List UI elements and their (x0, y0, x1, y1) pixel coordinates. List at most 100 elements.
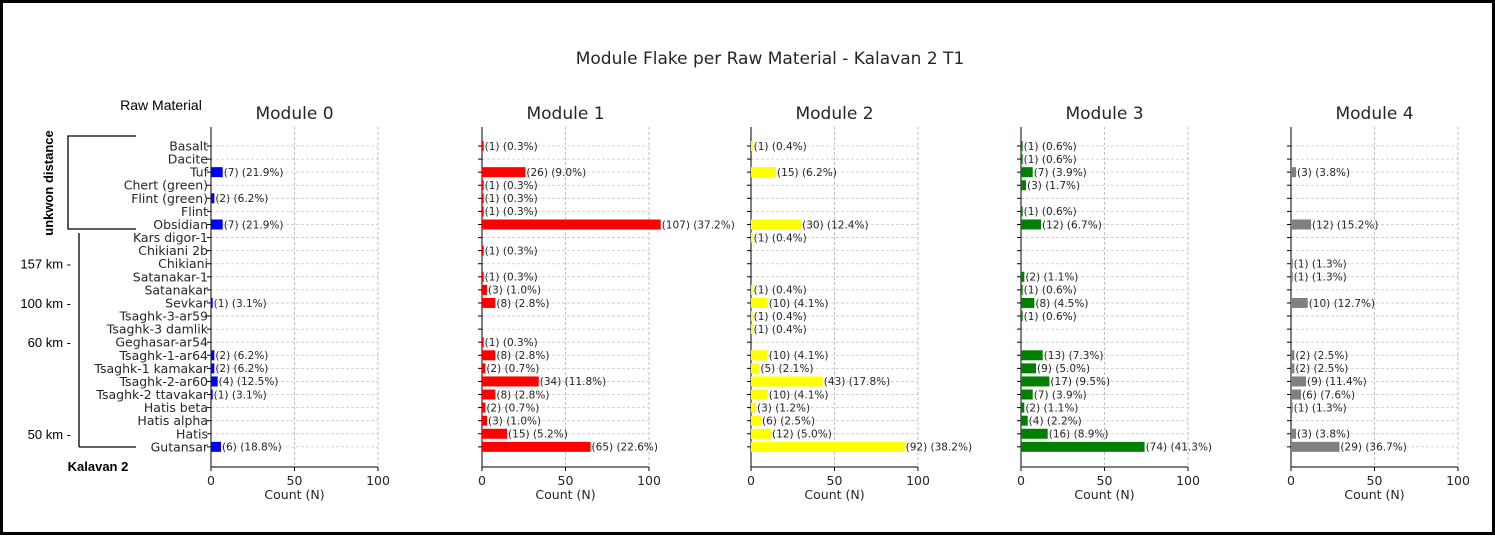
data-label: (7) (3.9%) (1034, 389, 1087, 401)
bar (482, 297, 496, 308)
bar (1021, 402, 1025, 413)
data-label: (1) (0.4%) (754, 232, 807, 244)
x-tick-label: 0 (1287, 473, 1295, 488)
bar (1291, 167, 1297, 178)
bar (1021, 271, 1025, 282)
data-label: (30) (12.4%) (802, 219, 868, 231)
data-label: (2) (1.1%) (1025, 272, 1078, 284)
bar (1021, 284, 1023, 295)
category-label: Basalt (169, 139, 208, 154)
data-label: (17) (9.5%) (1050, 376, 1110, 388)
bar (1021, 311, 1023, 322)
unknown-distance-bracket (67, 135, 136, 230)
data-label: (3) (1.0%) (488, 285, 541, 297)
x-tick-label: 100 (1446, 473, 1470, 488)
category-label: Tsaghk-2-ar60 (118, 374, 208, 389)
group-label-unknown-distance: unkwon distance (41, 130, 56, 235)
bar (1021, 415, 1028, 426)
bar (1021, 141, 1023, 151)
bar (751, 141, 753, 151)
data-label: (3) (1.7%) (1027, 180, 1080, 192)
data-label: (8) (2.8%) (496, 389, 549, 401)
distance-marker: 50 km - (28, 427, 71, 442)
data-label: (2) (6.2%) (215, 350, 268, 362)
data-label: (1) (0.3%) (485, 272, 538, 284)
data-label: (10) (4.1%) (769, 350, 829, 362)
bar (751, 376, 823, 387)
bar (751, 311, 753, 322)
data-label: (34) (11.8%) (540, 376, 606, 388)
category-label: Hatis alpha (137, 413, 208, 428)
category-label: Tsaghk-2 ttavakar (95, 387, 208, 402)
data-label: (1) (1.3%) (1294, 259, 1347, 271)
category-label: Obsidian (153, 217, 208, 232)
bar (482, 402, 486, 413)
category-label: Kars digor-1 (133, 230, 208, 245)
bar (751, 363, 760, 374)
chart-title: Module Flake per Raw Material - Kalavan … (576, 49, 965, 69)
x-axis-label: Count (N) (264, 487, 324, 502)
data-label: (10) (4.1%) (769, 389, 829, 401)
data-label: (9) (5.0%) (1037, 363, 1090, 375)
bar (1021, 363, 1037, 374)
data-label: (1) (0.6%) (1024, 285, 1077, 297)
data-label: (15) (6.2%) (777, 167, 837, 179)
x-tick-label: 100 (366, 473, 390, 488)
x-axis-label: Count (N) (535, 487, 595, 502)
panel-title: Module 1 (526, 104, 604, 124)
data-label: (8) (2.8%) (496, 298, 549, 310)
data-label: (12) (5.0%) (772, 429, 832, 441)
category-label: Tuf (189, 165, 209, 180)
x-tick-label: 0 (207, 473, 215, 488)
data-label: (1) (0.6%) (1024, 141, 1077, 153)
x-axis-label: Count (N) (1344, 487, 1404, 502)
bar (1291, 363, 1295, 374)
data-label: (1) (0.3%) (485, 245, 538, 257)
data-label: (10) (4.1%) (769, 298, 829, 310)
bar (1021, 167, 1033, 178)
bar (751, 350, 768, 361)
data-label: (74) (41.3%) (1146, 442, 1212, 454)
bar (482, 206, 484, 217)
distance-marker: 60 km - (28, 335, 71, 350)
bar (482, 219, 661, 230)
bar (751, 441, 905, 452)
data-label: (26) (9.0%) (526, 167, 586, 179)
bar (482, 284, 488, 295)
panel-title: Module 3 (1065, 104, 1143, 124)
data-label: (2) (0.7%) (486, 402, 539, 414)
bar (1021, 389, 1033, 400)
x-tick-label: 100 (637, 473, 661, 488)
data-label: (1) (0.3%) (485, 141, 538, 153)
bar (482, 376, 539, 387)
bar (211, 389, 213, 400)
data-label: (1) (0.3%) (485, 180, 538, 192)
bar (1291, 271, 1293, 282)
x-tick-label: 50 (1097, 473, 1113, 488)
data-label: (65) (22.6%) (592, 442, 658, 454)
bar (1021, 428, 1048, 439)
distance-marker: 100 km - (20, 296, 71, 311)
bar (1291, 389, 1302, 400)
distance-markers: 157 km - 100 km - 60 km - 50 km - (20, 257, 71, 442)
bar (482, 441, 591, 452)
bar (211, 193, 215, 204)
category-header: Raw Material (120, 97, 202, 113)
bar (211, 219, 223, 230)
site-label: Kalavan 2 (68, 459, 129, 474)
bar (1021, 297, 1035, 308)
bar (751, 232, 753, 243)
data-label: (107) (37.2%) (662, 219, 735, 231)
data-label: (7) (3.9%) (1034, 167, 1087, 179)
data-label: (1) (0.4%) (754, 285, 807, 297)
category-label: Hatis (176, 426, 208, 441)
data-label: (1) (3.1%) (214, 298, 267, 310)
data-label: (1) (3.1%) (214, 389, 267, 401)
panel-title: Module 4 (1335, 104, 1413, 124)
bar (1291, 441, 1340, 452)
bar (1291, 428, 1297, 439)
bar (751, 297, 768, 308)
data-label: (1) (1.3%) (1294, 272, 1347, 284)
